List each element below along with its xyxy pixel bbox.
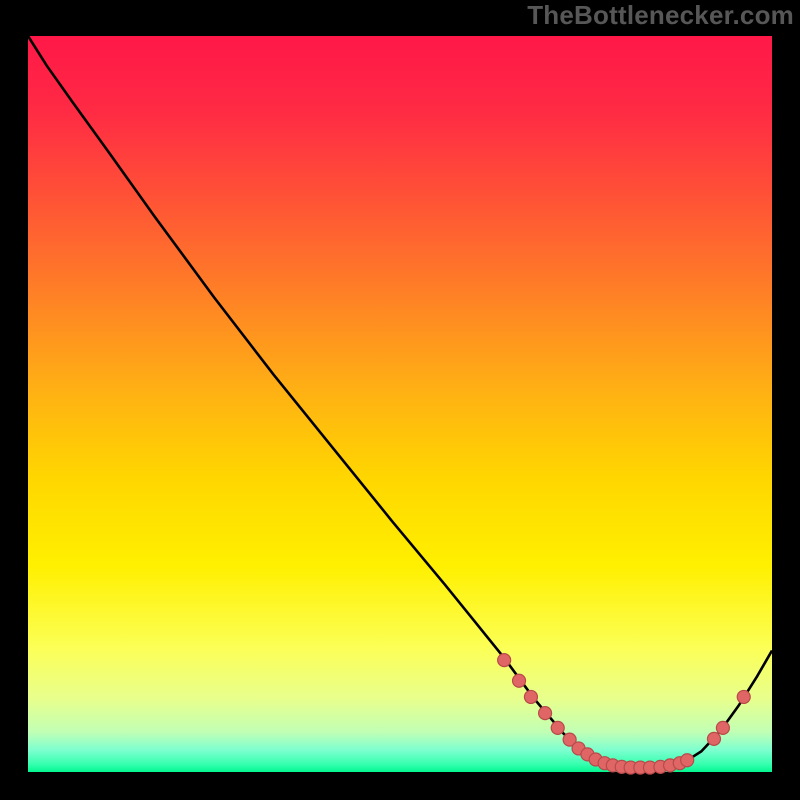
data-marker	[539, 707, 552, 720]
data-marker	[524, 690, 537, 703]
gradient-background	[28, 36, 772, 772]
data-marker	[513, 674, 526, 687]
data-marker	[551, 721, 564, 734]
watermark-text: TheBottlenecker.com	[527, 0, 794, 31]
chart-svg	[0, 0, 800, 800]
data-marker	[737, 690, 750, 703]
chart-stage: TheBottlenecker.com	[0, 0, 800, 800]
data-marker	[716, 721, 729, 734]
data-marker	[681, 754, 694, 767]
data-marker	[707, 732, 720, 745]
data-marker	[498, 654, 511, 667]
